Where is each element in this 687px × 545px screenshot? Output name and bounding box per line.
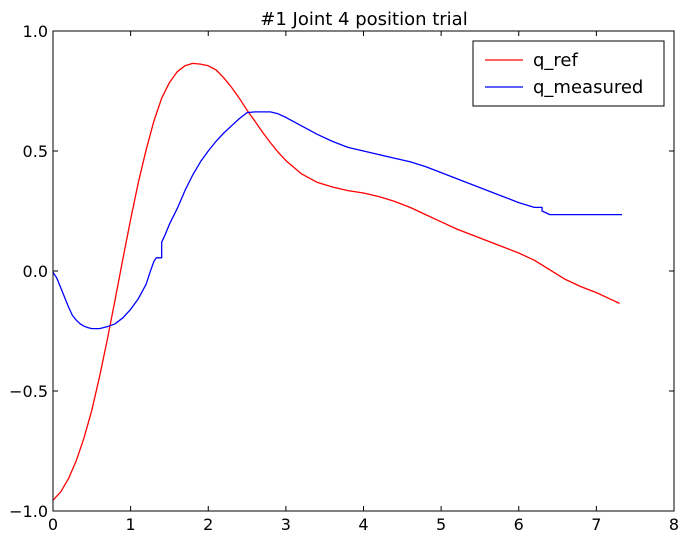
- series-layer: [53, 62, 622, 501]
- chart-title: #1 Joint 4 position trial: [260, 9, 467, 30]
- x-tick-label: 7: [591, 515, 601, 534]
- y-tick-label: 1.0: [23, 22, 48, 41]
- y-tick-label: −0.5: [9, 382, 48, 401]
- legend-label-q-measured: q_measured: [533, 77, 643, 98]
- ticks-layer: 0 1 2 3 4 5 6 7 8 −1.0 −0.5 0.0 0.5 1.0: [9, 22, 679, 534]
- x-tick-label: 3: [281, 515, 291, 534]
- series-line-q-measured: [53, 111, 622, 330]
- x-tick-label: 1: [126, 515, 136, 534]
- y-tick-label: −1.0: [9, 502, 48, 521]
- legend-label-q-ref: q_ref: [533, 50, 579, 71]
- x-tick-label: 2: [203, 515, 213, 534]
- x-tick-label: 8: [669, 515, 679, 534]
- y-tick-label: 0.0: [23, 262, 48, 281]
- plot-frame: [52, 30, 675, 512]
- legend-box: [472, 40, 665, 107]
- x-tick-label: 6: [514, 515, 524, 534]
- series-line-q-ref: [53, 62, 620, 501]
- x-tick-label: 5: [436, 515, 446, 534]
- y-tick-label: 0.5: [23, 142, 48, 161]
- legend: q_ref q_measured: [472, 40, 665, 107]
- x-tick-label: 0: [48, 515, 58, 534]
- x-tick-label: 4: [358, 515, 368, 534]
